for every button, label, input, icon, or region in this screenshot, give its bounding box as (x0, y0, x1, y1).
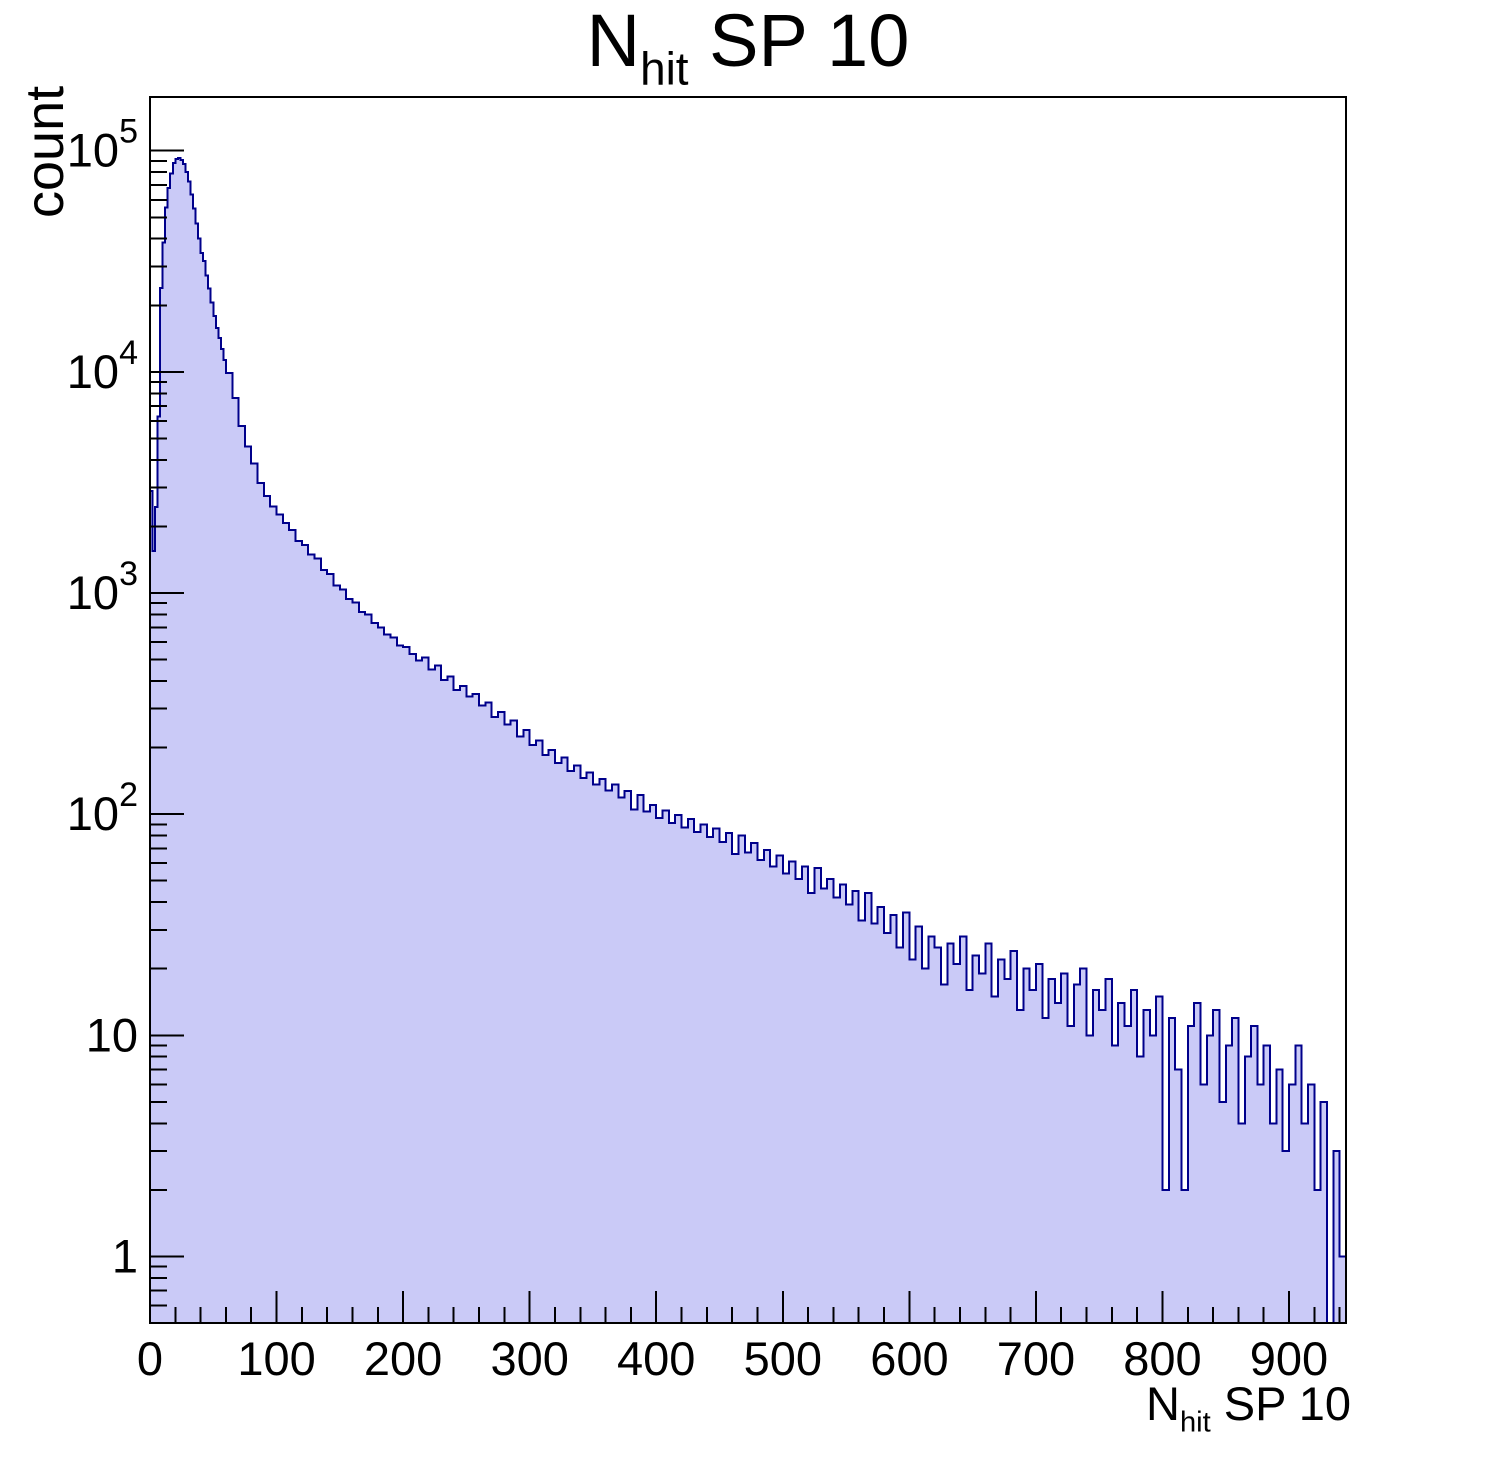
x-axis-title-subscript: hit (1179, 1406, 1211, 1439)
histogram-fill (150, 158, 1346, 1324)
x-tick-label: 100 (237, 1332, 315, 1385)
chart-title-suffix: SP 10 (688, 0, 910, 82)
x-tick-label: 500 (744, 1332, 822, 1385)
y-tick-label: 103 (67, 555, 138, 619)
y-tick-label: 102 (67, 776, 138, 840)
histogram-outline (149, 157, 1347, 1324)
x-tick-label: 600 (870, 1332, 948, 1385)
y-tick-label: 104 (67, 334, 138, 398)
x-tick-label: 800 (1123, 1332, 1201, 1385)
y-tick-label: 10 (86, 1008, 138, 1061)
x-axis-title-suffix: SP 10 (1210, 1377, 1351, 1430)
x-tick-label: 400 (617, 1332, 695, 1385)
x-tick-label: 300 (490, 1332, 568, 1385)
x-tick-label: 700 (997, 1332, 1075, 1385)
y-axis-title: count (15, 85, 75, 218)
chart-title-main: N (586, 0, 641, 82)
x-tick-label: 0 (137, 1332, 163, 1385)
y-tick-label: 105 (67, 113, 138, 177)
plot-frame (149, 96, 1347, 1324)
chart-title-subscript: hit (640, 42, 689, 95)
y-tick-label: 1 (112, 1229, 138, 1282)
x-axis-title: Nhit SP 10 (1146, 1376, 1351, 1440)
chart-title: Nhit SP 10 (150, 0, 1346, 95)
x-tick-label: 200 (364, 1332, 442, 1385)
x-tick-label: 900 (1250, 1332, 1328, 1385)
x-axis-title-main: N (1146, 1377, 1180, 1430)
